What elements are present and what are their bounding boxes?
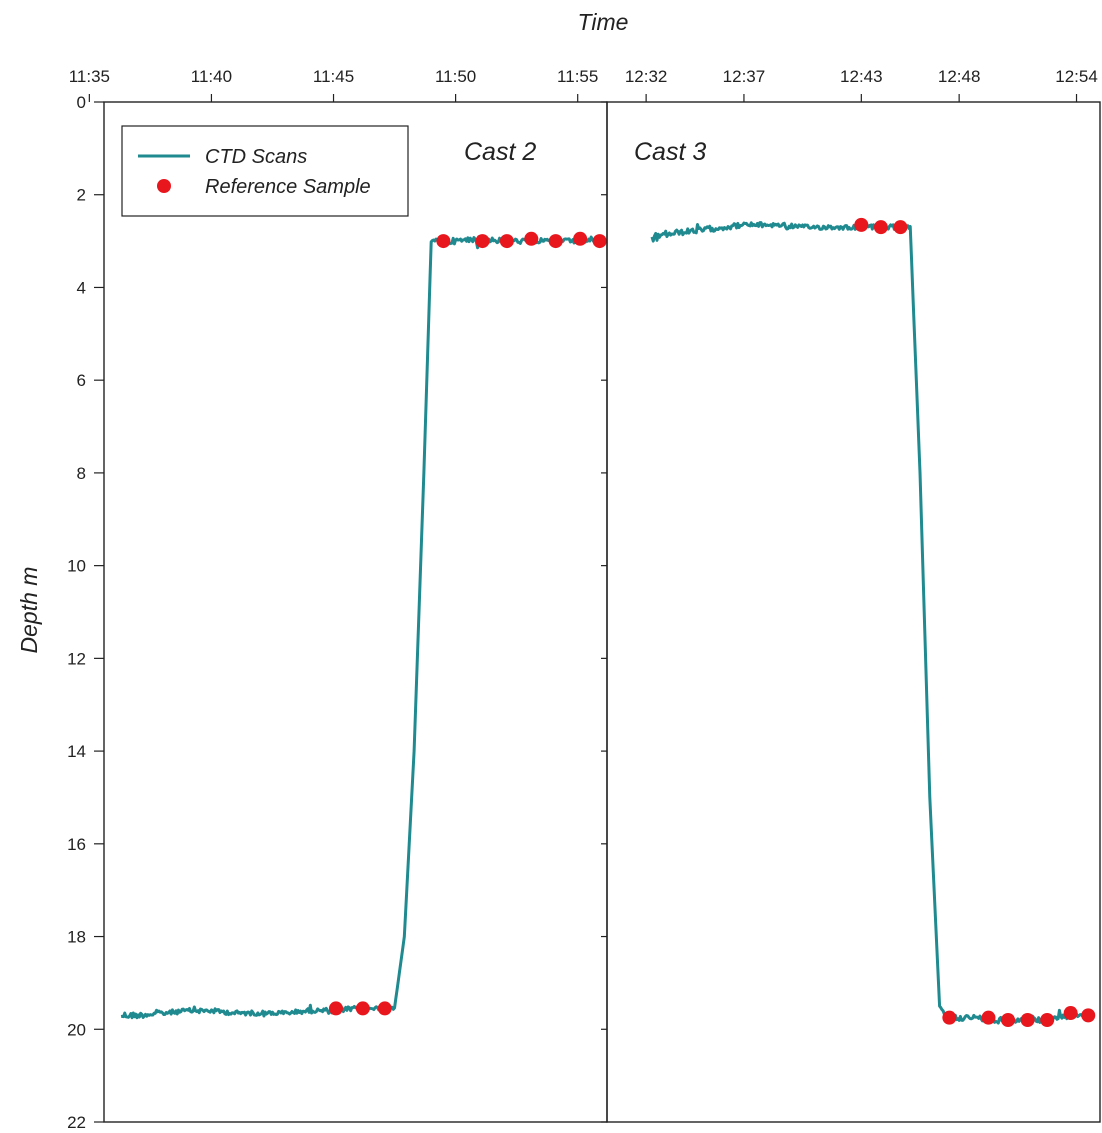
x-tick-label: 12:43 [840,67,883,86]
reference-sample-point [573,231,588,246]
y-tick-label: 10 [67,557,86,576]
x-tick-label: 12:48 [938,67,981,86]
panel-cast-2: 11:35 11:40 11:45 11:50 11:55 Cast 2 [69,67,608,1123]
x-tick-label: 11:55 [557,67,598,86]
reference-sample-point [377,1001,392,1016]
reference-sample-point [355,1001,370,1016]
y-tick-label: 12 [67,649,86,668]
reference-sample-point [981,1010,996,1025]
y-tick-label: 16 [67,835,86,854]
reference-sample-point [475,234,490,249]
x-tick-label: 11:50 [435,67,476,86]
y-axis: 0 2 4 6 8 10 12 14 16 18 20 22 [67,93,104,1132]
reference-sample-point [1040,1013,1055,1027]
y-axis-title: Depth m [16,567,42,654]
y-tick-label: 2 [77,186,86,205]
reference-sample-point [548,234,563,249]
y-tick-label: 18 [67,928,86,947]
reference-sample-point [499,234,514,249]
y-tick-label: 4 [77,278,86,297]
reference-sample-point [1001,1013,1016,1027]
y-tick-label: 14 [67,742,86,761]
panel-title: Cast 2 [464,138,536,166]
legend-reference-label: Reference Sample [205,176,371,198]
x-tick-label: 11:35 [69,67,110,86]
panel-cast-3: 12:32 12:37 12:43 12:48 12:54 Cast 3 [606,67,1101,1123]
panel-frame [103,101,608,1123]
ctd-scan-line [650,221,1094,1025]
reference-sample-point [1020,1013,1035,1027]
reference-sample-point [328,1001,343,1016]
x-tick-label: 12:37 [723,67,766,86]
y-tick-label: 0 [77,93,86,112]
x-tick-label: 12:54 [1055,67,1098,86]
reference-sample-point [854,217,869,232]
reference-sample-point [893,220,908,235]
panel-title: Cast 3 [634,138,706,166]
x-tick-label: 11:45 [313,67,354,86]
y-tick-label: 22 [67,1113,86,1132]
x-axis-title: Time [578,9,629,35]
reference-sample-point [436,234,451,249]
x-tick-label: 12:32 [625,67,668,86]
reference-sample-point [942,1010,957,1025]
legend-reference-swatch [157,179,171,193]
reference-sample-point [592,234,607,249]
legend-box [121,125,409,217]
reference-sample-point [524,231,539,246]
reference-sample-point [1081,1008,1096,1023]
legend: CTD Scans Reference Sample [121,125,409,217]
y-tick-label: 20 [67,1020,86,1039]
panel-frame [606,101,1101,1123]
y-tick-label: 6 [77,371,86,390]
ctd-scan-line [120,235,601,1020]
x-tick-label: 11:40 [191,67,232,86]
legend-ctd-label: CTD Scans [205,146,307,168]
reference-sample-point [1063,1006,1078,1021]
reference-sample-point [873,220,888,235]
y-tick-label: 8 [77,464,86,483]
